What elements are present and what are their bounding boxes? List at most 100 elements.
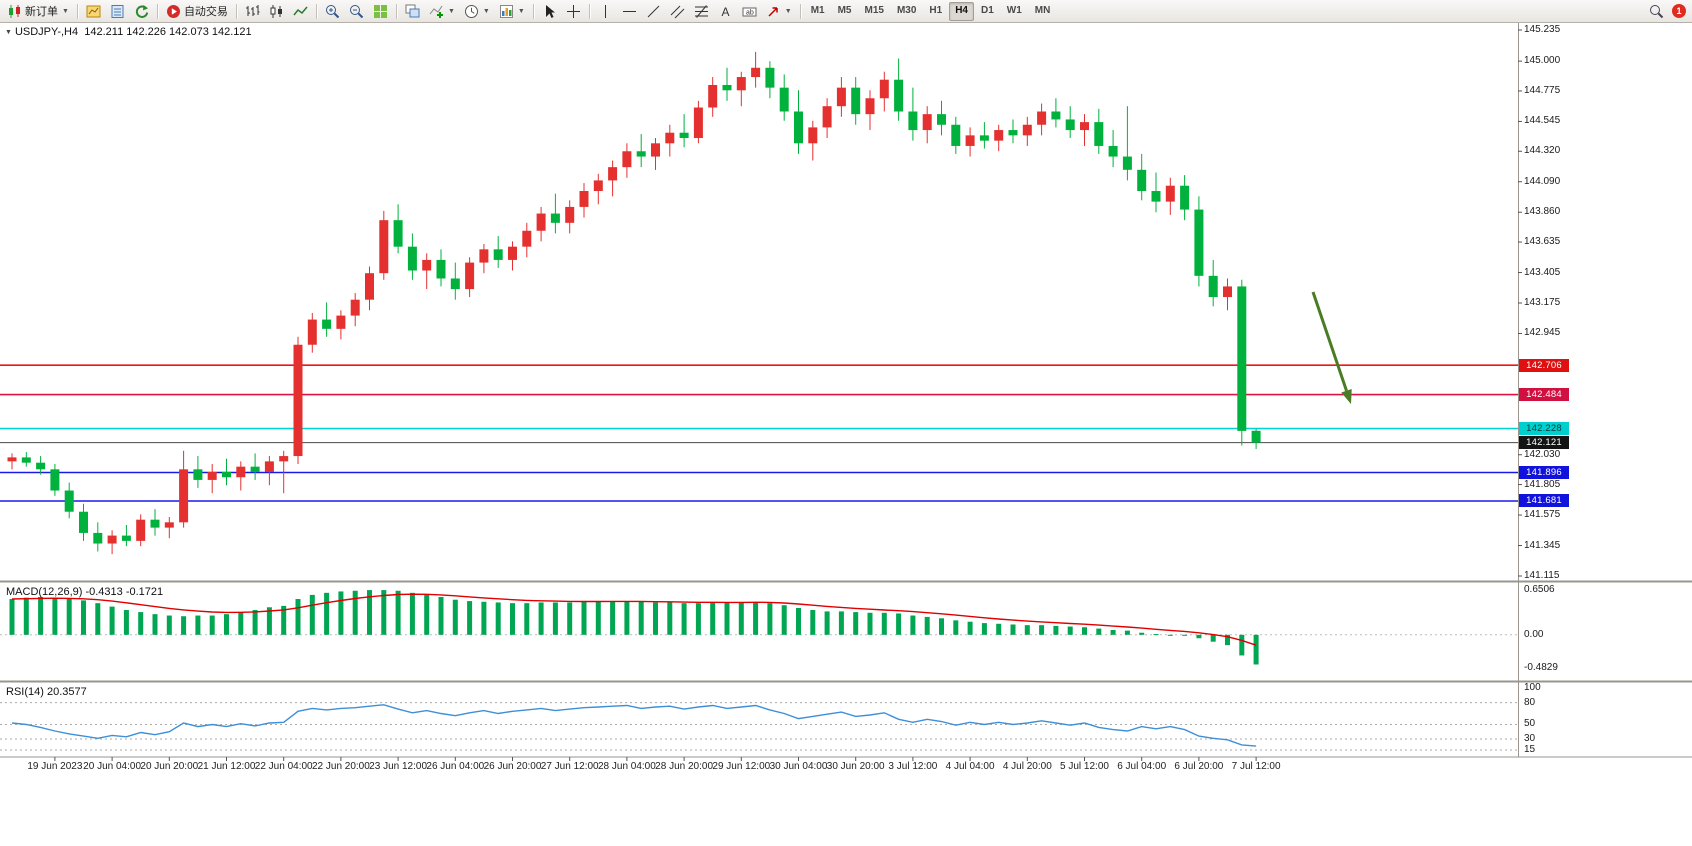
candle — [222, 471, 231, 478]
time-axis-label: 5 Jul 12:00 — [1060, 761, 1109, 772]
time-axis-label: 27 Jun 12:00 — [540, 761, 599, 772]
candle — [407, 246, 417, 271]
price-tick-label: 144.320 — [1524, 145, 1561, 157]
timeframe-button-m30[interactable]: M30 — [896, 4, 917, 16]
timeframe-button-h1[interactable]: H1 — [929, 4, 943, 16]
candle — [708, 84, 718, 108]
candle — [865, 98, 875, 115]
candle — [379, 220, 389, 274]
indicators-icon — [429, 4, 444, 19]
arrange-windows-button[interactable] — [401, 1, 424, 21]
text-tool-button[interactable]: A — [714, 1, 737, 21]
candle — [179, 469, 189, 523]
chevron-down-icon: ▼ — [517, 7, 525, 15]
market-watch-button[interactable] — [82, 1, 105, 21]
level-price-badge: 142.706 — [1519, 358, 1569, 372]
text-label-tool-button[interactable]: ab — [738, 1, 761, 21]
candle — [336, 315, 346, 329]
autotrading-icon — [166, 4, 181, 19]
candle — [322, 319, 332, 329]
autotrading-button[interactable]: 自动交易 — [162, 1, 232, 21]
time-axis-label: 23 Jun 12:00 — [369, 761, 428, 772]
timeframe-button-m5[interactable]: M5 — [837, 4, 852, 16]
timeframe-button-m15[interactable]: M15 — [864, 4, 884, 16]
price-tick-label: 144.090 — [1524, 175, 1561, 187]
arrows-tool-button[interactable]: ▼ — [762, 1, 796, 21]
trend-arrow-annotation[interactable] — [1311, 291, 1348, 392]
crosshair-tool-button[interactable] — [562, 1, 585, 21]
timeframe-button-mn[interactable]: MN — [1034, 4, 1051, 16]
price-tick-label: 143.635 — [1524, 236, 1561, 248]
refresh-button[interactable] — [130, 1, 153, 21]
arrow-shape-icon — [766, 4, 781, 19]
channel-tool-button[interactable] — [666, 1, 689, 21]
price-tick-label: 141.575 — [1524, 509, 1561, 521]
candle — [279, 456, 289, 462]
chart-expand-icon[interactable]: ▼ — [5, 29, 12, 36]
time-axis-label: 26 Jun 20:00 — [483, 761, 542, 772]
candle — [922, 114, 932, 131]
search-button[interactable] — [1645, 1, 1668, 21]
candle — [565, 206, 575, 223]
time-axis-label: 21 Jun 12:00 — [197, 761, 256, 772]
trendline-tool-button[interactable] — [642, 1, 665, 21]
search-icon — [1649, 4, 1664, 19]
periods-button[interactable]: ▼ — [460, 1, 494, 21]
crosshair-icon — [566, 4, 581, 19]
candle — [593, 180, 603, 192]
time-axis-label: 7 Jul 12:00 — [1231, 761, 1281, 772]
vertical-line-tool-button[interactable] — [594, 1, 617, 21]
ohlc-values: 142.211 142.226 142.073 142.121 — [84, 26, 252, 38]
new-order-button[interactable]: 新订单 ▼ — [3, 1, 73, 21]
timeframe-button-d1[interactable]: D1 — [981, 4, 994, 16]
toolbar-separator — [156, 3, 158, 19]
candle — [1151, 191, 1161, 202]
level-price-badge: 142.484 — [1519, 388, 1569, 402]
candle — [365, 273, 374, 300]
cursor-tool-button[interactable] — [538, 1, 561, 21]
label-icon: ab — [742, 4, 757, 19]
horizontal-line-icon — [622, 4, 637, 19]
macd-indicator-label: MACD(12,26,9) -0.4313 -0.1721 — [6, 586, 164, 598]
candle — [136, 519, 146, 541]
fibonacci-tool-button[interactable] — [690, 1, 713, 21]
new-order-icon — [7, 4, 22, 19]
horizontal-line-tool-button[interactable] — [618, 1, 641, 21]
time-axis-label: 4 Jul 04:00 — [945, 761, 995, 772]
zoom-out-button[interactable] — [345, 1, 368, 21]
time-axis-label: 22 Jun 20:00 — [311, 761, 370, 772]
candle — [765, 67, 775, 88]
bar-chart-mode-button[interactable] — [241, 1, 264, 21]
candle — [293, 344, 303, 457]
indicators-button[interactable]: ▼ — [425, 1, 459, 21]
candle-chart-mode-button[interactable] — [265, 1, 288, 21]
time-axis-label: 20 Jun 04:00 — [83, 761, 142, 772]
rsi-axis-label: 50 — [1524, 718, 1536, 730]
tile-windows-button[interactable] — [369, 1, 392, 21]
line-chart-mode-button[interactable] — [289, 1, 312, 21]
candle — [965, 135, 975, 146]
candle — [1237, 286, 1247, 431]
candle — [1137, 169, 1147, 192]
level-price-badge: 141.681 — [1519, 494, 1569, 508]
chart-title: ▼ USDJPY-,H4 142.211 142.226 142.073 142.… — [5, 26, 252, 38]
zoom-in-button[interactable] — [321, 1, 344, 21]
candle — [622, 151, 632, 168]
candle-chart-icon — [269, 4, 284, 19]
data-window-button[interactable] — [106, 1, 129, 21]
candle — [836, 87, 846, 107]
chevron-down-icon: ▼ — [784, 7, 792, 15]
timeframe-button-m1[interactable]: M1 — [810, 4, 825, 16]
time-axis-label: 3 Jul 12:00 — [888, 761, 938, 772]
market-watch-icon — [86, 4, 101, 19]
toolbar-separator — [799, 3, 801, 19]
toolbar-separator — [315, 3, 317, 19]
tile-windows-icon — [373, 4, 388, 19]
candle — [7, 457, 17, 462]
templates-button[interactable]: ▼ — [495, 1, 529, 21]
notification-badge[interactable]: 1 — [1672, 4, 1686, 18]
timeframe-button-w1[interactable]: W1 — [1006, 4, 1022, 16]
timeframe-button-h4[interactable]: H4 — [949, 1, 974, 21]
candle — [236, 466, 246, 478]
